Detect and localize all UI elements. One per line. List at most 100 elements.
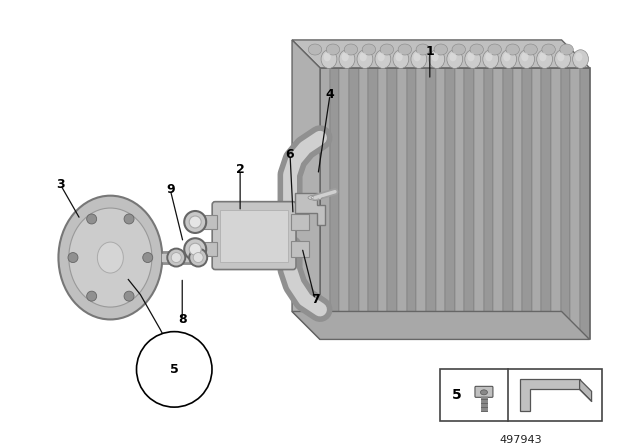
- Ellipse shape: [485, 52, 493, 61]
- Ellipse shape: [362, 44, 376, 55]
- Polygon shape: [580, 379, 591, 401]
- Ellipse shape: [447, 50, 463, 69]
- Polygon shape: [513, 68, 522, 340]
- Ellipse shape: [375, 50, 391, 69]
- Polygon shape: [349, 68, 358, 340]
- Polygon shape: [435, 68, 445, 340]
- Polygon shape: [397, 68, 406, 340]
- Ellipse shape: [380, 44, 394, 55]
- Ellipse shape: [344, 44, 358, 55]
- Polygon shape: [339, 68, 349, 340]
- Ellipse shape: [308, 44, 322, 55]
- Ellipse shape: [360, 52, 367, 61]
- Text: 4: 4: [326, 88, 334, 101]
- Bar: [199, 242, 217, 256]
- Polygon shape: [561, 68, 570, 340]
- Ellipse shape: [393, 50, 409, 69]
- Ellipse shape: [542, 44, 556, 55]
- Ellipse shape: [503, 52, 511, 61]
- Polygon shape: [292, 311, 589, 340]
- Polygon shape: [320, 68, 330, 340]
- Ellipse shape: [314, 197, 317, 198]
- Text: 9: 9: [166, 183, 175, 196]
- Polygon shape: [541, 68, 551, 340]
- Bar: [291, 214, 309, 230]
- Ellipse shape: [172, 253, 181, 263]
- Polygon shape: [387, 68, 397, 340]
- Ellipse shape: [506, 44, 520, 55]
- FancyBboxPatch shape: [212, 202, 296, 270]
- Ellipse shape: [184, 238, 206, 260]
- Ellipse shape: [540, 52, 547, 61]
- Ellipse shape: [326, 44, 340, 55]
- Polygon shape: [358, 68, 368, 340]
- Ellipse shape: [339, 50, 355, 69]
- Ellipse shape: [521, 52, 529, 61]
- Ellipse shape: [524, 44, 538, 55]
- Ellipse shape: [465, 50, 481, 69]
- Bar: [199, 215, 217, 229]
- Ellipse shape: [342, 52, 349, 61]
- Ellipse shape: [519, 50, 534, 69]
- Ellipse shape: [184, 211, 206, 233]
- Ellipse shape: [429, 50, 445, 69]
- Polygon shape: [406, 68, 416, 340]
- Polygon shape: [378, 68, 387, 340]
- Ellipse shape: [575, 52, 582, 61]
- Ellipse shape: [573, 50, 588, 69]
- Polygon shape: [484, 68, 493, 340]
- Bar: [440, 369, 602, 421]
- Ellipse shape: [378, 52, 385, 61]
- Ellipse shape: [416, 44, 429, 55]
- Ellipse shape: [324, 52, 331, 61]
- Ellipse shape: [124, 214, 134, 224]
- Polygon shape: [493, 68, 503, 340]
- Ellipse shape: [68, 253, 78, 263]
- Ellipse shape: [58, 196, 163, 319]
- Polygon shape: [503, 68, 513, 340]
- Ellipse shape: [557, 52, 564, 61]
- Polygon shape: [520, 379, 580, 411]
- Ellipse shape: [167, 249, 185, 267]
- Polygon shape: [416, 68, 426, 340]
- Ellipse shape: [431, 52, 438, 61]
- Text: 5: 5: [452, 388, 461, 402]
- Polygon shape: [522, 68, 532, 340]
- Text: 5: 5: [170, 363, 179, 376]
- Ellipse shape: [321, 50, 337, 69]
- Ellipse shape: [311, 196, 319, 199]
- Polygon shape: [455, 68, 465, 340]
- Bar: [291, 241, 309, 257]
- Ellipse shape: [143, 253, 153, 263]
- Polygon shape: [445, 68, 455, 340]
- Polygon shape: [220, 210, 288, 262]
- Text: 8: 8: [178, 313, 186, 326]
- Ellipse shape: [560, 44, 573, 55]
- Text: 7: 7: [310, 293, 319, 306]
- Ellipse shape: [434, 44, 447, 55]
- Ellipse shape: [69, 208, 152, 307]
- Ellipse shape: [452, 44, 465, 55]
- Ellipse shape: [411, 50, 427, 69]
- FancyBboxPatch shape: [475, 386, 493, 397]
- Polygon shape: [465, 68, 474, 340]
- Polygon shape: [295, 193, 325, 224]
- Ellipse shape: [124, 291, 134, 301]
- Ellipse shape: [357, 50, 373, 69]
- Text: 2: 2: [236, 163, 244, 176]
- Polygon shape: [292, 40, 320, 340]
- Ellipse shape: [481, 390, 488, 395]
- Ellipse shape: [555, 50, 570, 69]
- Polygon shape: [292, 40, 589, 68]
- Ellipse shape: [537, 50, 552, 69]
- Ellipse shape: [189, 243, 201, 255]
- Polygon shape: [532, 68, 541, 340]
- Ellipse shape: [308, 195, 322, 200]
- Polygon shape: [330, 68, 339, 340]
- Polygon shape: [570, 68, 580, 340]
- Ellipse shape: [483, 50, 499, 69]
- Ellipse shape: [193, 253, 203, 263]
- Ellipse shape: [97, 242, 124, 273]
- Polygon shape: [580, 68, 589, 340]
- Ellipse shape: [413, 52, 420, 61]
